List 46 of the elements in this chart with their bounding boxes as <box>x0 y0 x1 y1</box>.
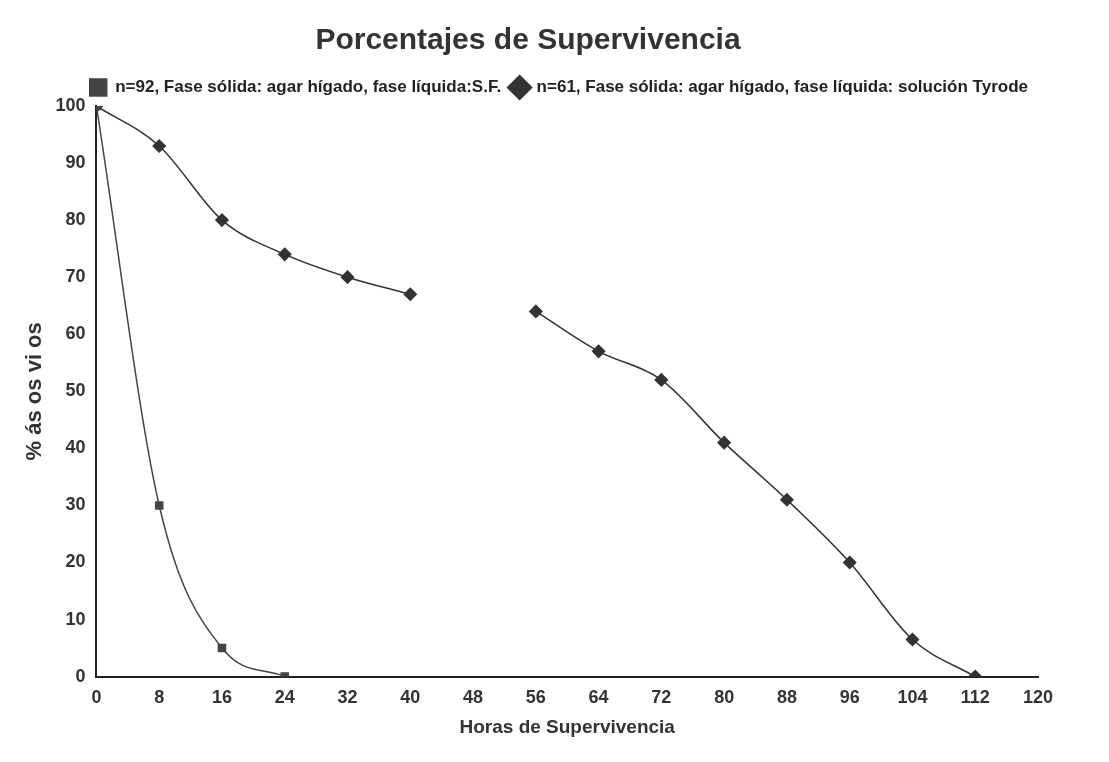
point <box>403 287 418 302</box>
point <box>278 247 292 262</box>
y-axis-title: % ás os vi os <box>21 322 47 461</box>
x-tick-label: 32 <box>337 687 358 708</box>
legend-label: n=61, Fase sólida: agar hígado, fase líquida: solución Tyrode <box>536 77 1029 97</box>
point <box>529 304 543 319</box>
x-tick-label: 96 <box>839 687 860 708</box>
y-tick-label: 0 <box>75 665 86 686</box>
point <box>152 139 166 153</box>
y-tick-label: 70 <box>65 266 86 287</box>
x-tick-label: 24 <box>274 687 295 708</box>
x-tick-label: 72 <box>651 687 672 708</box>
point <box>215 213 229 227</box>
x-tick-label: 104 <box>897 687 928 708</box>
x-tick-label: 48 <box>463 687 484 708</box>
y-tick-label: 90 <box>65 152 86 173</box>
y-tick-label: 100 <box>55 94 86 115</box>
x-tick-label: 88 <box>776 687 797 708</box>
y-tick-label: 60 <box>65 323 86 344</box>
y-tick-label: 50 <box>65 380 86 401</box>
point <box>842 555 857 570</box>
x-tick-label: 8 <box>154 687 165 708</box>
x-tick-label: 40 <box>400 687 421 708</box>
point <box>780 492 794 507</box>
x-tick-label: 120 <box>1022 687 1054 708</box>
x-tick-label: 56 <box>525 687 546 708</box>
x-tick-label: 16 <box>211 687 232 708</box>
point <box>654 373 669 387</box>
point <box>717 435 731 450</box>
x-tick-label: 0 <box>91 687 102 708</box>
y-tick-label: 20 <box>65 551 86 572</box>
chart-title: Porcentajes de Supervivencia <box>315 22 741 56</box>
y-tick-label: 10 <box>65 608 86 629</box>
point <box>217 643 227 653</box>
y-tick-label: 30 <box>65 494 86 515</box>
point <box>905 632 920 647</box>
point <box>154 501 164 510</box>
x-tick-label: 64 <box>588 687 609 708</box>
legend-label: n=92, Fase sólida: agar hígado, fase líquida:S.F. <box>115 77 502 97</box>
y-tick-label: 80 <box>65 209 86 230</box>
x-tick-label: 112 <box>960 687 990 708</box>
x-axis-title: Horas de Supervivencia <box>459 715 676 737</box>
point <box>591 344 606 359</box>
point <box>340 270 355 284</box>
x-tick-label: 80 <box>714 687 735 708</box>
y-tick-label: 40 <box>65 437 86 458</box>
